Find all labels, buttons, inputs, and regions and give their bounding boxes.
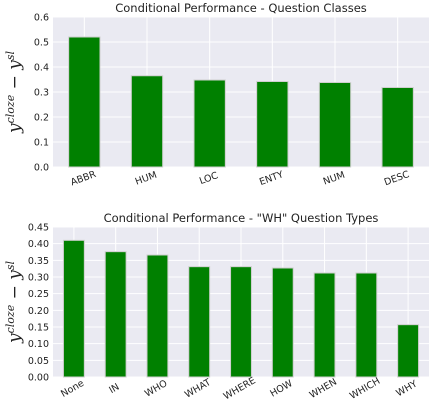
y-tick-label: 0.1 <box>34 138 49 149</box>
x-tick-label: WHY <box>394 378 419 399</box>
y-tick-label: 0.05 <box>28 356 49 367</box>
y-tick-label: 0.45 <box>28 223 49 234</box>
y-tick-label: 0.25 <box>28 289 49 300</box>
y-tick-label: 0.35 <box>28 256 49 267</box>
y-tick-label: 0.2 <box>34 113 49 124</box>
svg-text:ycloze − ysl: ycloze − ysl <box>4 261 25 345</box>
bar-how <box>271 267 294 378</box>
y-tick-label: 0.6 <box>34 13 49 24</box>
bar-enty <box>256 81 289 168</box>
bar-num <box>318 82 352 168</box>
x-tick-label: LOC <box>198 170 220 187</box>
chart-1-bars <box>68 36 414 168</box>
x-tick-label: ENTY <box>258 169 285 188</box>
x-tick-label: WHERE <box>222 375 258 402</box>
chart-wh-question-types: Conditional Performance - "WH" Question … <box>4 211 429 402</box>
bar-desc <box>381 87 414 168</box>
y-tick-label: 0.00 <box>28 373 49 384</box>
chart-2-x-ticks: None IN WHO WHAT WHERE HOW WHEN WHICH WHY <box>59 375 419 402</box>
x-tick-label: WHO <box>143 378 169 400</box>
y-tick-label: 0.0 <box>34 163 49 174</box>
y-tick-label: 0.3 <box>34 88 49 99</box>
bar-hum <box>130 75 164 168</box>
x-tick-label: IN <box>107 382 121 396</box>
x-tick-label: NUM <box>322 170 347 188</box>
x-tick-label: DESC <box>383 169 412 188</box>
bar-when <box>313 272 336 378</box>
svg-text:ycloze − ysl: ycloze − ysl <box>4 51 25 135</box>
y-tick-label: 0.30 <box>28 273 49 284</box>
bar-why <box>397 324 420 378</box>
chart-question-classes: Conditional Performance - Question Class… <box>4 1 429 188</box>
chart-1-x-ticks: ABBR HUM LOC ENTY NUM DESC <box>69 169 411 188</box>
y-tick-label: 0.10 <box>28 339 49 350</box>
bar-loc <box>193 79 226 168</box>
bar-where <box>230 266 252 378</box>
y-tick-label: 0.4 <box>34 63 49 74</box>
x-tick-label: ABBR <box>69 169 98 188</box>
chart-1-y-ticks: 0.0 0.1 0.2 0.3 0.4 0.5 0.6 <box>34 13 49 174</box>
y-tick-label: 0.20 <box>28 306 49 317</box>
y-tick-label: 0.5 <box>34 38 49 49</box>
bar-what <box>188 266 211 378</box>
x-tick-label: WHAT <box>183 377 213 401</box>
y-tick-label: 0.40 <box>28 239 49 250</box>
chart-2-bars <box>62 239 420 378</box>
chart-1-title: Conditional Performance - Question Class… <box>115 1 367 15</box>
chart-2-y-ticks: 0.00 0.05 0.10 0.15 0.20 0.25 0.30 0.35 0.40 0.45 <box>28 223 49 384</box>
chart-2-title: Conditional Performance - "WH" Question … <box>104 211 379 225</box>
x-tick-label: None <box>59 378 86 400</box>
bar-abbr <box>68 36 101 168</box>
x-tick-label: HUM <box>134 170 159 188</box>
bar-in <box>104 251 127 378</box>
x-tick-label: HOW <box>268 378 295 400</box>
bar-none <box>62 239 85 378</box>
x-tick-label: WHICH <box>348 376 382 402</box>
x-tick-label: WHEN <box>308 377 339 401</box>
y-tick-label: 0.15 <box>28 323 49 334</box>
bar-who <box>146 254 169 378</box>
chart-2-y-axis-label: ycloze − ysl <box>4 261 25 345</box>
chart-1-y-axis-label: ycloze − ysl <box>4 51 25 135</box>
bar-which <box>355 272 378 378</box>
